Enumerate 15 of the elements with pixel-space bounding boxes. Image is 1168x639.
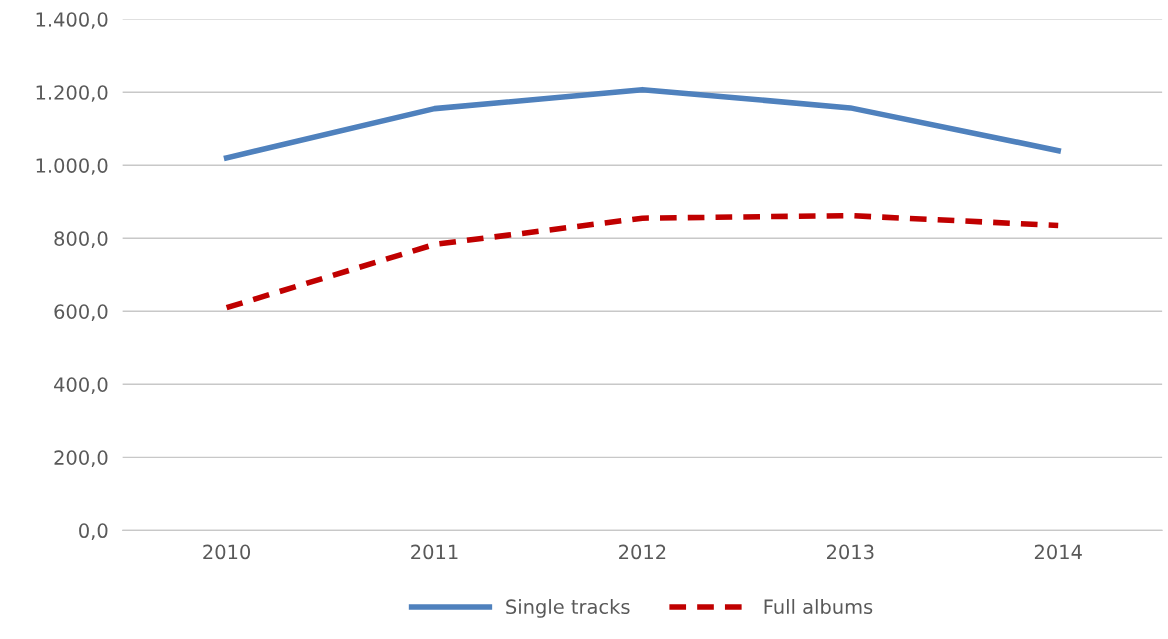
y-tick-label: 1.200,0	[36, 85, 108, 102]
legend-label: Single tracks	[506, 598, 630, 618]
y-tick-label: 1.400,0	[36, 12, 108, 29]
x-tick-label: 2011	[411, 544, 458, 560]
y-tick-label: 400,0	[54, 377, 108, 394]
y-tick-label: 800,0	[54, 231, 108, 248]
x-tick-label: 2010	[203, 544, 251, 560]
y-tick-label: 200,0	[54, 450, 108, 467]
y-tick-label: 0,0	[79, 523, 108, 541]
y-tick-label: 1.000,0	[36, 158, 108, 175]
y-tick-label: 600,0	[54, 304, 108, 321]
legend-label: Full albums	[764, 598, 873, 615]
x-tick-label: 2014	[1034, 544, 1082, 560]
x-tick-label: 2013	[826, 544, 874, 560]
x-tick-label: 2012	[619, 544, 666, 560]
